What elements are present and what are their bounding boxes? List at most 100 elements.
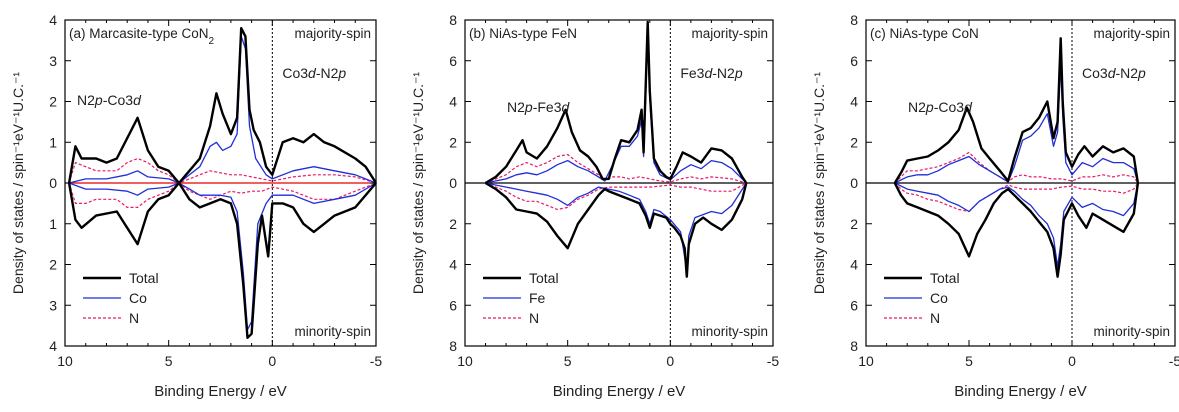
x-tick-label: 10 [57,353,73,369]
minority-spin-label: minority-spin [294,324,371,339]
panel-title: (a) Marcasite-type CoN2 [69,26,215,47]
legend-label-n: N [129,310,139,326]
annotation-left-part: p [94,92,103,108]
y-tick-label: 2 [49,257,57,273]
annotation-right-part: p [734,65,743,81]
y-axis-label: Density of states / spin⁻¹eV⁻¹U.C.⁻¹ [811,72,827,294]
annotation-right-part: Co3 [282,65,308,81]
annotation-left-part: p [524,99,533,115]
y-tick-label: 8 [449,338,457,354]
series-co-up [68,35,377,184]
legend-label-co: Co [930,290,948,306]
y-tick-label: 0 [49,175,57,191]
annotation-right: Co3d-N2p [1082,65,1146,81]
y-tick-label: 2 [449,134,457,150]
x-tick-label: 0 [666,353,674,369]
minority-spin-label: minority-spin [1093,324,1170,339]
annotation-right: Co3d-N2p [282,65,346,81]
panel-2: 10 5 0 -5 8 6 4 2 0 2 4 6 8 Binding Energy / eV Densit… [410,12,779,400]
x-tick-label: 10 [457,353,473,369]
annotation-left: N2p-Fe3d [507,99,571,115]
annotation-left-part: d [562,99,571,115]
panel-title-subscript: 2 [209,36,215,47]
annotation-right-part: p [1137,65,1146,81]
legend: Total Fe N [483,270,559,326]
legend-label-co: Co [129,290,147,306]
series-n-up [894,151,1139,184]
annotation-left-part: -Co3 [103,92,134,108]
series-total-up [484,20,748,185]
legend-label-n: N [930,310,940,326]
y-tick-label: 4 [449,94,457,110]
y-tick-label: 0 [850,175,858,191]
y-tick-label: 3 [49,53,57,69]
panel-3: 10 5 0 -5 8 6 4 2 0 2 4 6 8 Binding Energy / eV Densit… [811,12,1179,400]
x-tick-label: 0 [1068,353,1076,369]
series-total-up [67,27,378,185]
y-tick-label: 8 [850,12,858,28]
legend-label-n: N [529,310,539,326]
y-tick-label: 1 [49,216,57,232]
x-tick-label: 5 [564,353,572,369]
series-co-down [894,182,1139,268]
y-tick-label: 2 [49,94,57,110]
y-tick-label: 2 [850,216,858,232]
series-n-up [68,157,377,184]
annotation-left-part: d [964,99,973,115]
annotation-left-part: -Co3 [934,99,965,115]
majority-spin-label: majority-spin [1093,26,1170,41]
legend-label-total: Total [129,270,159,286]
series-total-down [67,181,377,339]
series-total-down [893,182,1140,278]
y-axis-label: Density of states / spin⁻¹eV⁻¹U.C.⁻¹ [10,72,26,294]
x-axis-label: Binding Energy / eV [154,383,287,400]
legend-label-total: Total [529,270,559,286]
legend: Total Co N [83,270,159,326]
series-n-down [894,182,1139,213]
x-axis-label: Binding Energy / eV [553,383,686,400]
panel-title: (c) NiAs-type CoN [870,26,979,41]
annotation-left-part: p [925,99,934,115]
panel-title: (b) NiAs-type FeN [469,26,577,41]
y-tick-label: 6 [850,297,858,313]
annotation-right: Fe3d-N2p [680,65,742,81]
y-tick-label: 6 [449,297,457,313]
x-axis-label: Binding Energy / eV [954,383,1087,400]
annotation-left-part: N2 [507,99,525,115]
y-tick-label: 4 [850,94,858,110]
annotation-right-part: d [308,65,317,81]
annotation-right-part: -N2 [316,65,339,81]
series-fe-up [485,35,747,184]
annotation-right-part: d [704,65,713,81]
legend-label-total: Total [930,270,960,286]
series-co-down [68,182,377,331]
annotation-right-part: d [1108,65,1117,81]
annotation-left-part: -Fe3 [533,99,562,115]
annotation-left-part: N2 [908,99,926,115]
y-tick-label: 8 [449,12,457,28]
y-tick-label: 4 [449,257,457,273]
annotation-left: N2p-Co3d [77,92,142,108]
series-total-up [893,37,1140,184]
y-tick-label: 1 [49,134,57,150]
y-tick-label: 4 [49,338,57,354]
annotation-right-part: p [337,65,346,81]
majority-spin-label: majority-spin [294,26,371,41]
y-tick-label: 8 [850,338,858,354]
y-axis-label: Density of states / spin⁻¹eV⁻¹U.C.⁻¹ [410,72,426,294]
series-total-down [484,181,748,278]
annotation-right-part: Co3 [1082,65,1108,81]
x-tick-label: -5 [767,353,780,369]
annotation-right-part: Fe3 [680,65,704,81]
series-n-down [485,182,747,211]
y-tick-label: 3 [49,297,57,313]
y-tick-label: 0 [449,175,457,191]
majority-spin-label: majority-spin [691,26,768,41]
y-tick-label: 4 [49,12,57,28]
annotation-left: N2p-Co3d [908,99,973,115]
annotation-left-part: N2 [77,92,95,108]
x-tick-label: -5 [1169,353,1179,369]
